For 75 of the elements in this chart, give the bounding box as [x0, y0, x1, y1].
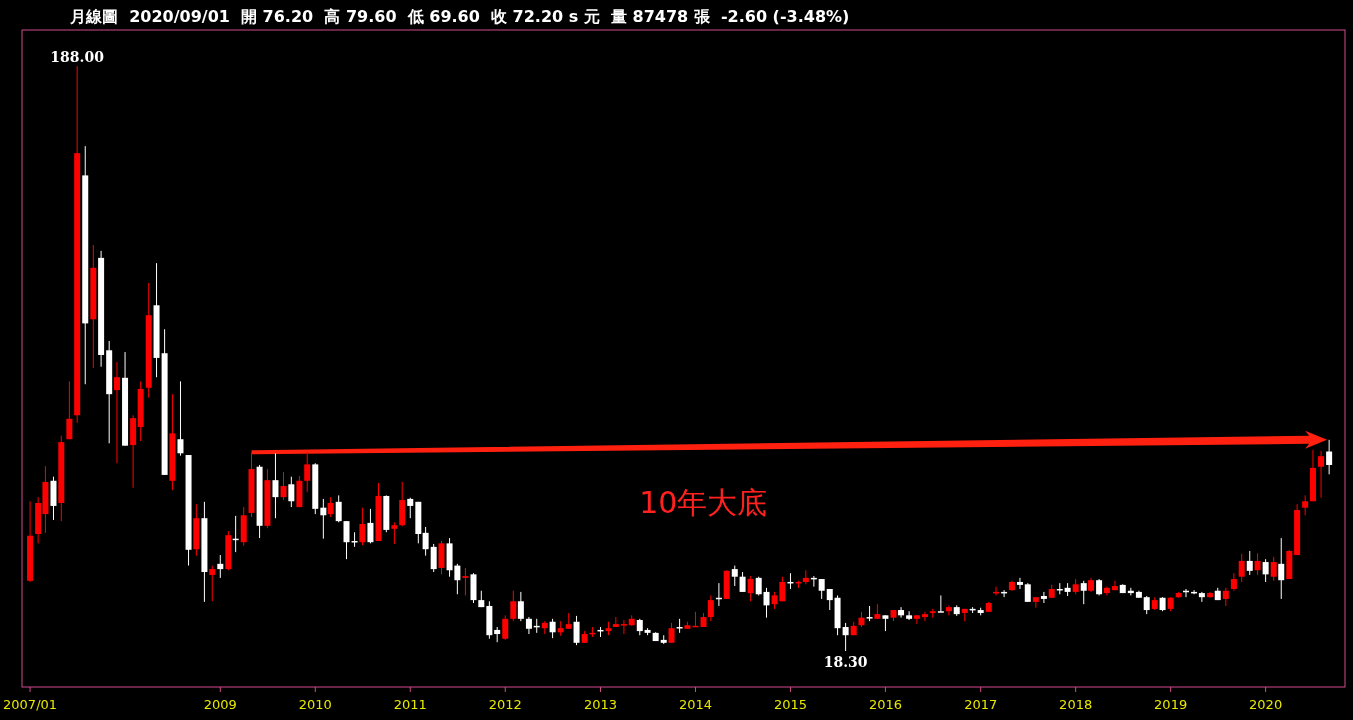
- candlestick: [913, 614, 920, 625]
- candlestick: [66, 380, 73, 440]
- candlestick: [1254, 552, 1261, 576]
- candlestick: [320, 498, 327, 540]
- candlestick: [1270, 556, 1277, 582]
- candlestick: [502, 614, 509, 641]
- candlestick: [1024, 582, 1031, 603]
- annotation: 188.00: [50, 49, 105, 65]
- candlestick: [747, 575, 754, 602]
- candlestick: [1016, 577, 1023, 590]
- x-tick-label: 2019: [1154, 697, 1188, 712]
- candlestick: [906, 610, 913, 621]
- candlestick: [763, 587, 770, 619]
- candlestick: [430, 543, 437, 573]
- candlestick: [517, 591, 524, 622]
- x-tick-label: 2010: [298, 697, 332, 712]
- candlestick: [1222, 587, 1229, 607]
- candlestick: [739, 571, 746, 593]
- candlestick: [288, 476, 295, 508]
- candlestick: [343, 520, 350, 560]
- candlestick: [177, 380, 184, 457]
- candlestick: [731, 565, 738, 587]
- candlestick: [510, 590, 517, 622]
- x-tick-label: 2020: [1249, 697, 1283, 712]
- candlestick: [1111, 580, 1118, 591]
- candlestick: [755, 576, 762, 596]
- candlestick: [1198, 591, 1205, 603]
- candlestick: [1143, 595, 1150, 615]
- candlestick: [1278, 537, 1285, 600]
- x-tick-label: 2013: [583, 697, 618, 712]
- candlestick: [113, 361, 120, 464]
- candlestick: [1262, 558, 1269, 583]
- chart-title: 月線圖 2020/09/01 開 76.20 高 79.60 低 69.60 收 72.20 s 元 量 87478 張 -2.60 (-3.48%): [69, 7, 850, 26]
- annotation: 18.30: [823, 654, 868, 670]
- x-tick-label: 2017: [964, 697, 998, 712]
- candlestick: [327, 496, 334, 518]
- candlestick: [1326, 439, 1333, 475]
- candlestick: [937, 594, 944, 613]
- x-tick-label: 2018: [1059, 697, 1093, 712]
- candlestick: [209, 565, 216, 602]
- candlestick: [335, 494, 342, 523]
- candlestick: [1040, 591, 1047, 604]
- x-tick-label: 2007/01: [3, 697, 58, 712]
- x-tick-label: 2015: [773, 697, 807, 712]
- x-tick-label: 2012: [488, 697, 522, 712]
- x-tick-label: 2011: [393, 697, 427, 712]
- candlestick: [359, 507, 366, 546]
- candlestick: [217, 554, 224, 579]
- x-tick-label: 2009: [203, 697, 237, 712]
- candlestick: [549, 618, 556, 639]
- candlestick: [1246, 550, 1253, 576]
- candlestick: [367, 508, 374, 544]
- candlestick: [818, 578, 825, 600]
- x-tick-label: 2014: [678, 697, 713, 712]
- candlestick: [842, 622, 849, 652]
- candlestick: [921, 611, 928, 622]
- candlestick: [668, 622, 675, 644]
- candlestick: [272, 452, 279, 519]
- annotation: 10年大底: [639, 484, 768, 520]
- x-tick-label: 2016: [868, 697, 902, 712]
- candlestick: [707, 594, 714, 622]
- candlestick: [1080, 580, 1087, 605]
- candlestick: [391, 521, 398, 545]
- candlestick: [280, 471, 287, 501]
- candlestick: [1302, 494, 1309, 516]
- candlestick: [1238, 553, 1245, 583]
- candlestick: [573, 615, 580, 646]
- candlestick: [620, 619, 627, 635]
- candlestick: [462, 567, 469, 596]
- candlestick: [898, 606, 905, 619]
- candlestick: [407, 497, 414, 519]
- candlestick: [422, 526, 429, 557]
- candlestick: [1318, 450, 1325, 499]
- candlestick: [304, 451, 311, 493]
- candlestick: [945, 604, 952, 616]
